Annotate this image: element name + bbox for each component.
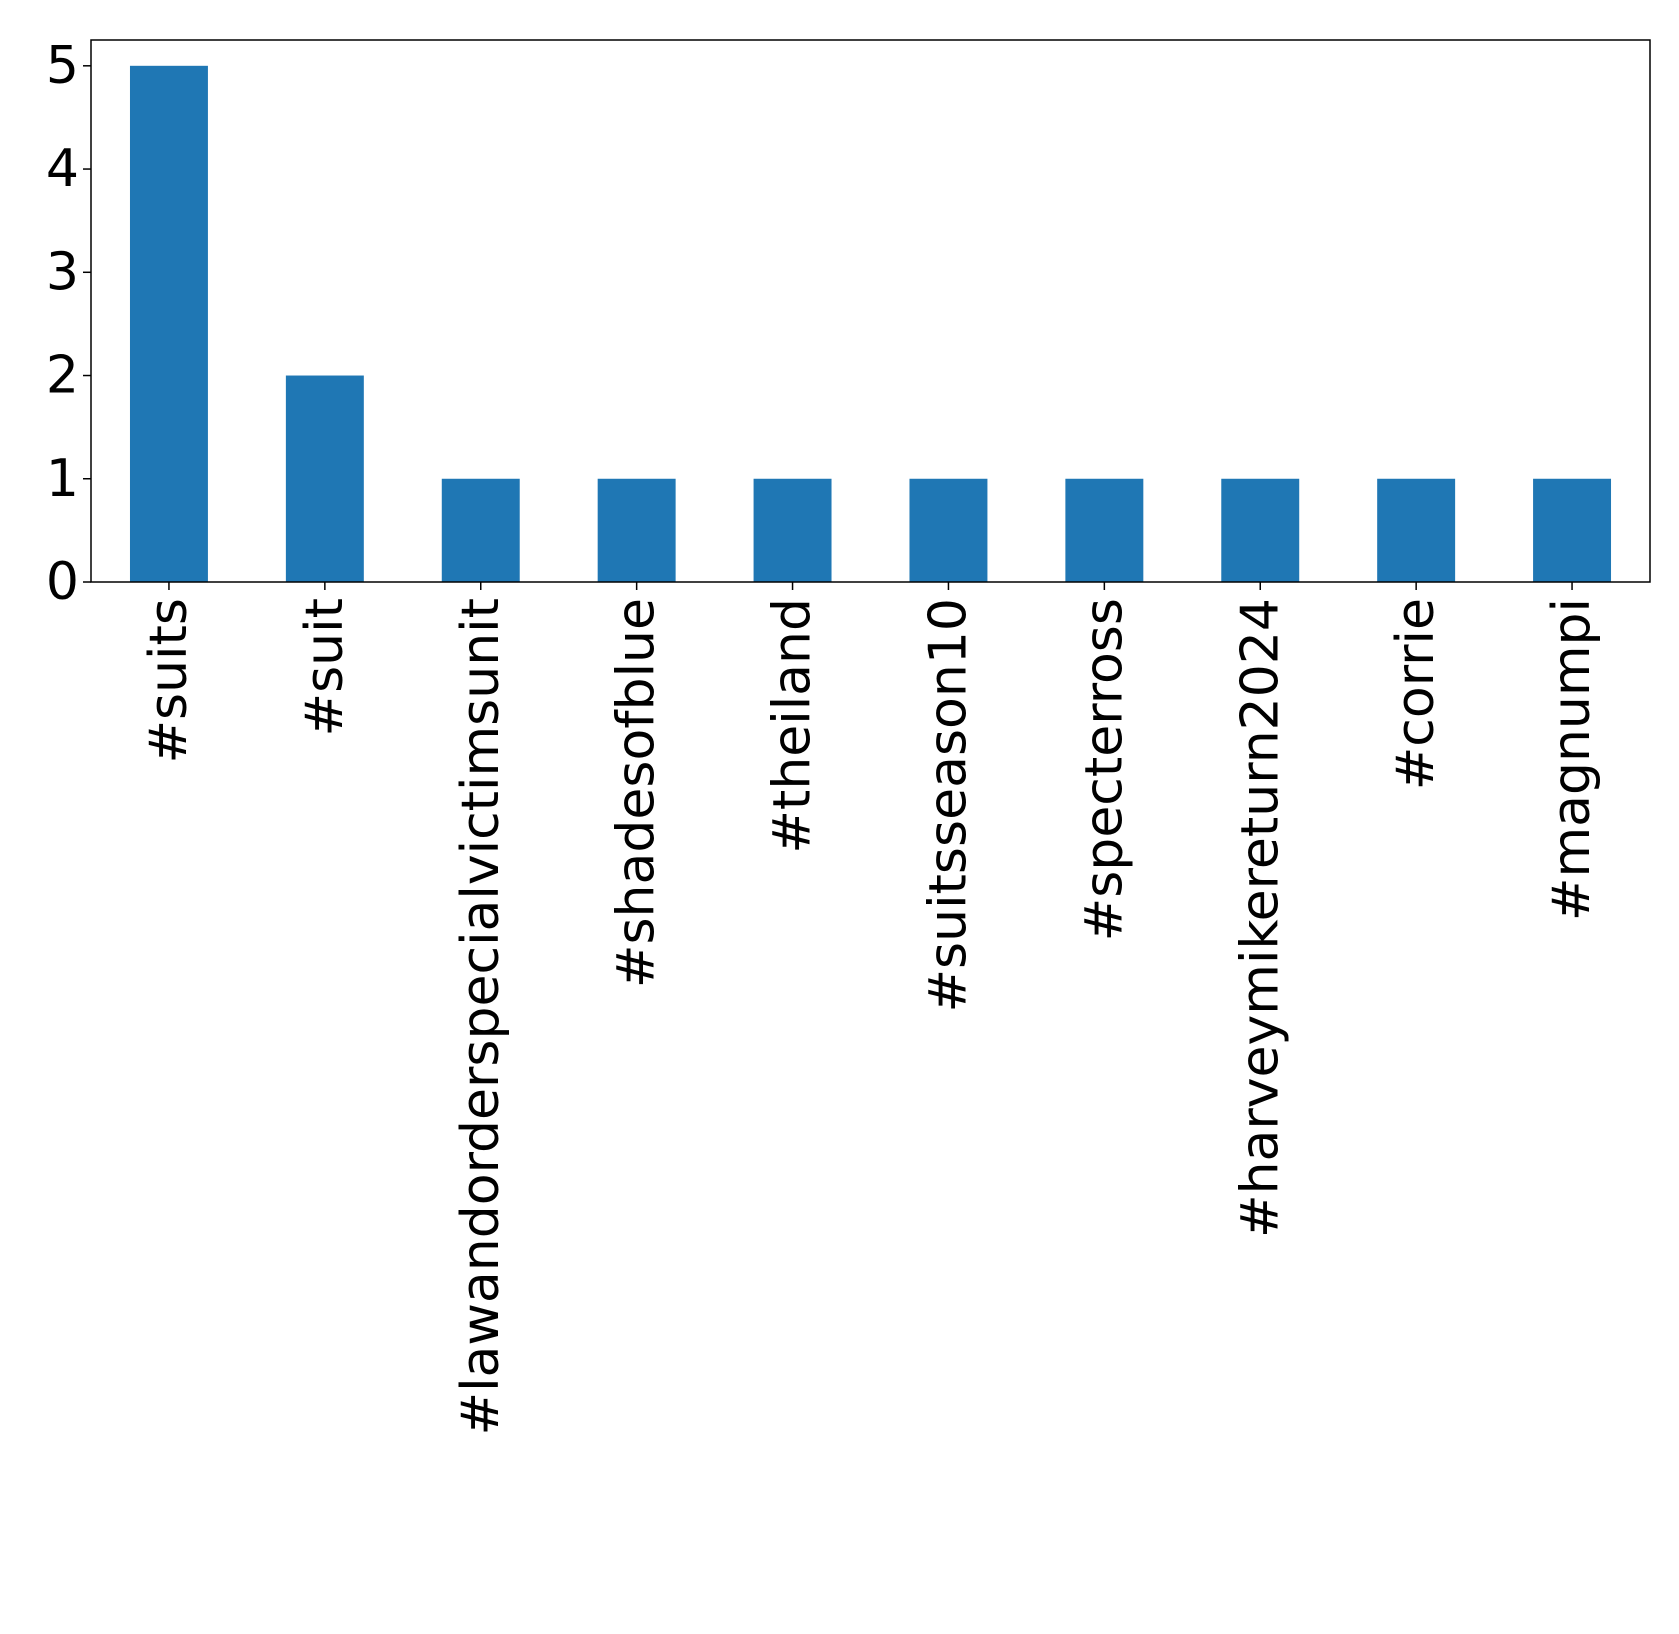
bar-theiland xyxy=(753,478,832,582)
y-tick-label-2: 2 xyxy=(46,346,79,406)
y-tick-label-3: 3 xyxy=(46,242,79,302)
bar-suitsseason10 xyxy=(909,478,988,582)
y-tick-label-5: 5 xyxy=(46,36,79,96)
x-tick-label-suit: #suit xyxy=(295,598,355,736)
bar-corrie xyxy=(1377,478,1456,582)
y-tick-label-0: 0 xyxy=(46,552,79,612)
x-axis: #suits #suit #lawandorderspecialvictimsuni… xyxy=(139,582,1602,1435)
bar-shadesofblue xyxy=(597,478,676,582)
plot-area-frame xyxy=(90,39,1651,583)
bars-group xyxy=(129,65,1612,583)
x-tick-label-theiland: #theiland xyxy=(763,598,823,854)
bar-lawandorderspecialvictimsunit xyxy=(441,478,520,582)
x-tick-label-specterross: #specterross xyxy=(1074,598,1134,941)
x-tick-label-suits: #suits xyxy=(139,598,199,764)
y-tick-label-4: 4 xyxy=(46,139,79,199)
bar-specterross xyxy=(1065,478,1144,582)
x-tick-label-lawandorderspecialvictimsunit: #lawandorderspecialvictimsunit xyxy=(451,598,511,1435)
x-tick-label-suitsseason10: #suitsseason10 xyxy=(918,598,978,1013)
bar-suits xyxy=(129,65,208,583)
x-tick-label-magnumpi: #magnumpi xyxy=(1542,598,1602,921)
x-tick-label-shadesofblue: #shadesofblue xyxy=(607,598,667,988)
bar-suit xyxy=(285,375,364,582)
x-tick-label-corrie: #corrie xyxy=(1386,598,1446,790)
y-axis: 0 1 2 3 4 5 xyxy=(46,36,91,612)
bar-harveymikereturn2024 xyxy=(1221,478,1300,582)
bar-magnumpi xyxy=(1533,478,1612,582)
y-tick-label-1: 1 xyxy=(46,449,79,509)
x-tick-label-harveymikereturn2024: #harveymikereturn2024 xyxy=(1230,598,1290,1238)
